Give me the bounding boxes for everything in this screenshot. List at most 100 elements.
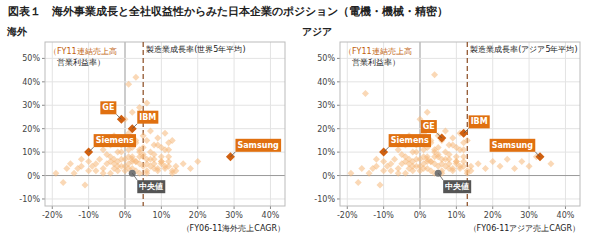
tick-label: -20% — [337, 211, 358, 220]
tick-label: -10% — [314, 195, 335, 204]
leader-line — [464, 128, 469, 133]
plot-background — [340, 42, 580, 206]
label-box — [389, 134, 431, 147]
reference-label: 製造業成長率(世界5年平均) — [146, 45, 245, 54]
grid — [45, 42, 285, 206]
point — [395, 165, 402, 172]
point — [435, 151, 442, 158]
leader-line — [437, 133, 442, 138]
label-box — [94, 134, 136, 147]
point — [194, 158, 201, 165]
point — [78, 163, 85, 170]
point — [398, 151, 405, 158]
leader-line — [116, 114, 121, 119]
grid-line — [234, 42, 235, 206]
point — [420, 146, 427, 153]
point — [165, 163, 172, 170]
annotation: IBM — [471, 117, 488, 126]
leader-line — [535, 152, 540, 157]
point — [460, 163, 467, 170]
point — [158, 153, 165, 160]
point — [140, 132, 147, 139]
point — [107, 170, 114, 177]
point — [467, 167, 474, 174]
point — [52, 170, 59, 177]
plot-frame — [45, 42, 285, 206]
tick-label: 20% — [317, 125, 335, 134]
tick-label: 10% — [447, 211, 465, 220]
tick-label: 50% — [22, 54, 40, 63]
point — [169, 137, 176, 144]
tick-label: 30% — [317, 101, 335, 110]
axis-label: （FY06-11海外売上CAGR） — [182, 224, 285, 233]
point — [497, 163, 504, 170]
point — [125, 81, 132, 88]
leader-line — [132, 173, 137, 180]
point — [162, 130, 169, 137]
label-box — [100, 101, 116, 114]
grid-line — [565, 42, 566, 206]
grid-line — [45, 81, 285, 82]
point — [504, 156, 511, 163]
point — [446, 151, 453, 158]
point — [172, 167, 179, 174]
point — [409, 163, 416, 170]
tick-label: 30% — [22, 101, 40, 110]
reference-label: 製造業成長率(アジア5年平均) — [470, 45, 577, 54]
point — [143, 170, 150, 177]
point — [511, 165, 518, 172]
tick-label: 40% — [557, 211, 575, 220]
point — [475, 160, 482, 167]
point — [413, 156, 420, 163]
annotation: Siemens — [391, 136, 429, 145]
grid-line — [340, 81, 580, 82]
point — [103, 151, 110, 158]
leader-line — [132, 124, 137, 129]
point — [460, 146, 467, 153]
label-box — [443, 180, 471, 193]
point — [71, 170, 78, 177]
point — [92, 160, 99, 167]
panel-title: 海外 — [6, 26, 28, 37]
tick-label: 40% — [22, 78, 40, 87]
point — [82, 181, 89, 188]
point — [413, 149, 420, 156]
tick-label: 20% — [22, 125, 40, 134]
point — [449, 135, 456, 142]
title: 図表１ 海外事業成長と全社収益性からみた日本企業のポジション（電機・機械・精密） — [8, 5, 448, 18]
tick-label: 50% — [317, 54, 335, 63]
point — [446, 165, 453, 172]
axis-label: 営業利益率） — [344, 58, 400, 67]
grid-line — [340, 198, 580, 199]
tick-label: -10% — [373, 211, 394, 220]
point — [489, 158, 496, 165]
point — [518, 158, 525, 165]
grid-line — [45, 175, 285, 176]
label-box — [421, 120, 437, 133]
tick-label: -10% — [78, 211, 99, 220]
point — [118, 149, 125, 156]
point — [165, 146, 172, 153]
grid-line — [197, 42, 198, 206]
named-point — [117, 115, 126, 124]
point — [143, 99, 150, 106]
grid-line — [420, 42, 421, 206]
point — [442, 128, 449, 135]
point — [380, 167, 387, 174]
point — [431, 71, 438, 78]
point — [358, 165, 365, 172]
plot-background — [45, 42, 285, 206]
point — [547, 160, 554, 167]
point — [526, 163, 533, 170]
point — [78, 156, 85, 163]
point — [373, 156, 380, 163]
point — [154, 135, 161, 142]
grid-line — [45, 198, 285, 199]
tick-label: 40% — [262, 211, 280, 220]
panel-title: アジア — [302, 26, 332, 37]
named-point — [437, 134, 446, 143]
point — [427, 158, 434, 165]
point — [136, 104, 143, 111]
grid-line — [125, 42, 126, 206]
point — [147, 128, 154, 135]
